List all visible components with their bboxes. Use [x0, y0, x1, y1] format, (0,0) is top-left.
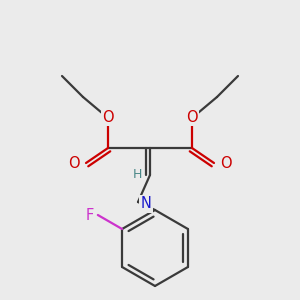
- Text: O: O: [220, 155, 232, 170]
- Text: O: O: [102, 110, 114, 124]
- Text: N: N: [141, 196, 152, 211]
- Text: F: F: [86, 208, 94, 223]
- Text: O: O: [68, 155, 80, 170]
- Text: H: H: [132, 169, 142, 182]
- Text: O: O: [186, 110, 198, 124]
